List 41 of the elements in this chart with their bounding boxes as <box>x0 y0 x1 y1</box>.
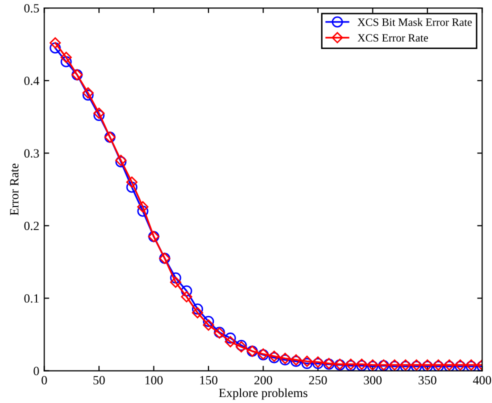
x-tick-label: 0 <box>42 376 47 384</box>
point <box>202 316 214 327</box>
x-tick-label: 150 <box>200 376 218 384</box>
legend-label: XCS Error Rate <box>358 34 428 42</box>
x-tick-label: 250 <box>309 376 327 384</box>
point <box>202 319 214 331</box>
y-tick-label: 0.1 <box>24 294 39 303</box>
point <box>192 304 204 315</box>
point <box>180 291 192 302</box>
y-tick-label: 0 <box>34 366 39 376</box>
point <box>137 206 148 217</box>
point <box>50 42 61 54</box>
x-tick-label: 400 <box>473 376 492 384</box>
y-tick-label: 0.3 <box>24 149 39 158</box>
x-axis-title: Explore problems <box>218 388 308 400</box>
x-tick-label: 300 <box>364 376 382 384</box>
legend-label: XCS Bit Mask Error Rate <box>358 18 472 26</box>
y-axis-title: Error Rate <box>10 164 18 216</box>
x-tick-label: 100 <box>145 376 163 384</box>
point <box>60 52 72 63</box>
point <box>170 272 182 284</box>
point <box>224 336 236 348</box>
point <box>82 87 94 99</box>
point <box>170 276 182 288</box>
point <box>137 201 148 212</box>
x-tick-label: 50 <box>93 376 105 384</box>
point <box>60 56 72 68</box>
point <box>126 176 138 188</box>
y-tick-label: 0.4 <box>24 76 40 86</box>
point <box>82 90 94 101</box>
point <box>50 37 61 48</box>
point <box>181 285 192 297</box>
point <box>126 182 138 193</box>
x-tick-label: 200 <box>254 376 272 384</box>
point <box>301 356 313 367</box>
point <box>192 307 204 318</box>
point <box>301 358 313 370</box>
y-tick-label: 0.5 <box>24 4 39 13</box>
point <box>224 332 236 344</box>
y-tick-label: 0.2 <box>24 222 39 230</box>
x-tick-label: 350 <box>418 376 436 384</box>
